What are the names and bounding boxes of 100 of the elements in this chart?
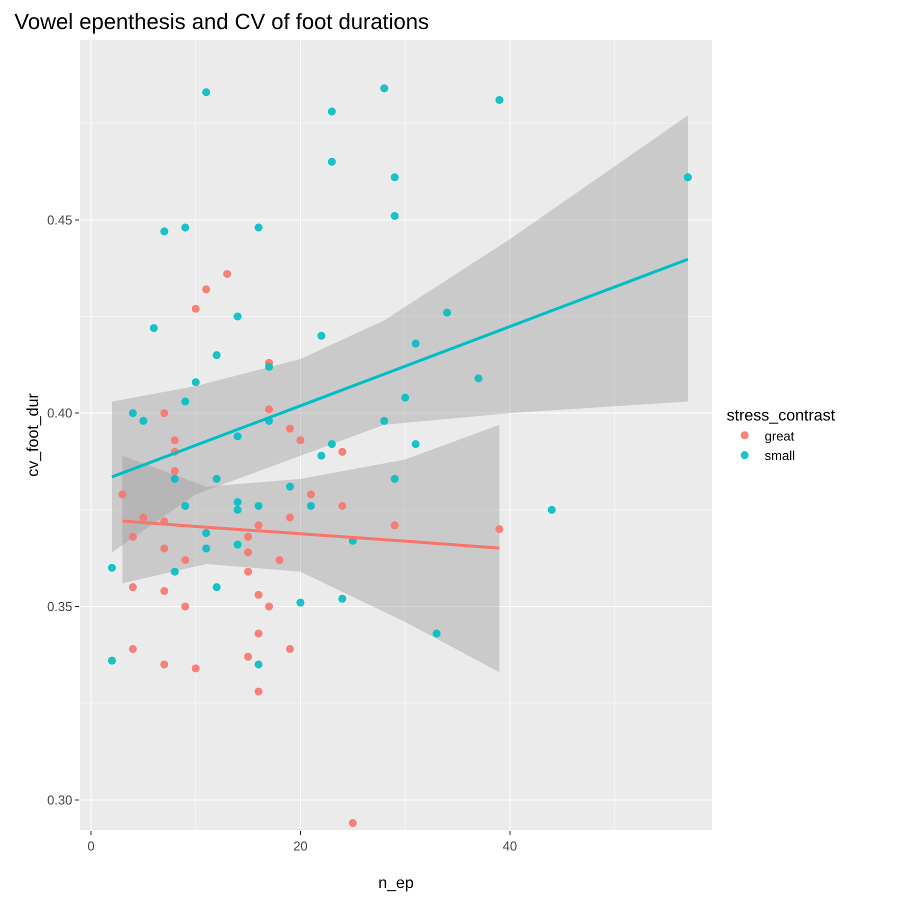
y-axis-title: cv_foot_dur [25,392,42,477]
point [265,602,274,610]
point [495,525,504,534]
point [254,688,263,696]
point [170,474,179,483]
chart-title: Vowel epenthesis and CV of foot durations [14,9,430,34]
point [181,556,190,564]
point [276,556,284,564]
point [296,598,304,607]
point [265,362,274,371]
point [139,514,148,522]
point [160,409,168,418]
point [412,340,420,348]
point [160,227,168,236]
point [181,502,190,510]
y-tick-label: 0.40 [47,406,72,421]
point [170,568,179,576]
point [412,440,420,448]
point [338,594,346,603]
point [317,452,326,460]
point [684,173,692,182]
point [128,532,137,541]
point [192,664,200,672]
x-tick-label: 40 [502,838,518,854]
point [244,548,252,556]
point [390,173,399,182]
point [443,308,452,317]
point [474,374,482,382]
point [139,416,148,425]
point [254,630,263,638]
point [108,564,116,572]
point [317,332,326,340]
point [328,108,336,116]
point [170,467,179,476]
point [160,587,168,596]
point [181,398,190,406]
point [234,312,242,320]
legend-label: great [764,428,795,444]
y-tick-label: 0.45 [47,212,72,228]
x-axis-title: n_ep [378,875,414,892]
point [202,529,210,538]
point [108,656,116,665]
point [181,602,190,610]
point [286,482,294,491]
point [306,502,315,510]
x-tick-label: 20 [293,838,308,854]
point [118,490,126,498]
point [244,652,252,661]
point [286,424,294,433]
point [286,645,294,654]
line-series [110,258,690,478]
point [223,270,232,278]
legend-title: stress_contrast [726,407,836,424]
point [234,498,242,506]
point [254,660,263,668]
point [401,394,410,402]
point [150,324,158,332]
point [432,630,441,638]
legend-label: small [764,448,796,464]
point [192,378,200,386]
point [160,660,168,668]
point [234,506,242,514]
point [244,568,252,576]
point [348,819,357,828]
point [234,432,242,440]
point [160,544,168,552]
point [390,474,399,483]
point [390,212,399,220]
point [495,96,504,104]
point [128,645,137,654]
point [212,351,221,360]
point [306,490,315,498]
point [380,84,388,92]
point [286,514,294,522]
point [244,532,252,541]
point [212,474,221,483]
point [202,88,210,96]
point [328,158,336,166]
point [254,521,263,530]
y-tick-label: 0.30 [47,792,72,808]
point [192,304,200,313]
point [128,583,137,592]
point [254,502,263,510]
point [390,521,399,530]
point [212,583,221,592]
point [170,436,179,444]
point [328,440,336,448]
point [548,506,556,514]
point [254,590,263,599]
point [296,436,304,444]
point [234,540,242,549]
point [181,224,190,232]
point [380,416,388,425]
point [128,409,137,418]
point [338,502,346,510]
point [338,448,346,456]
x-tick-label: 0 [87,838,95,854]
y-tick-label: 0.35 [47,599,72,614]
point [202,544,210,552]
point [202,285,210,294]
